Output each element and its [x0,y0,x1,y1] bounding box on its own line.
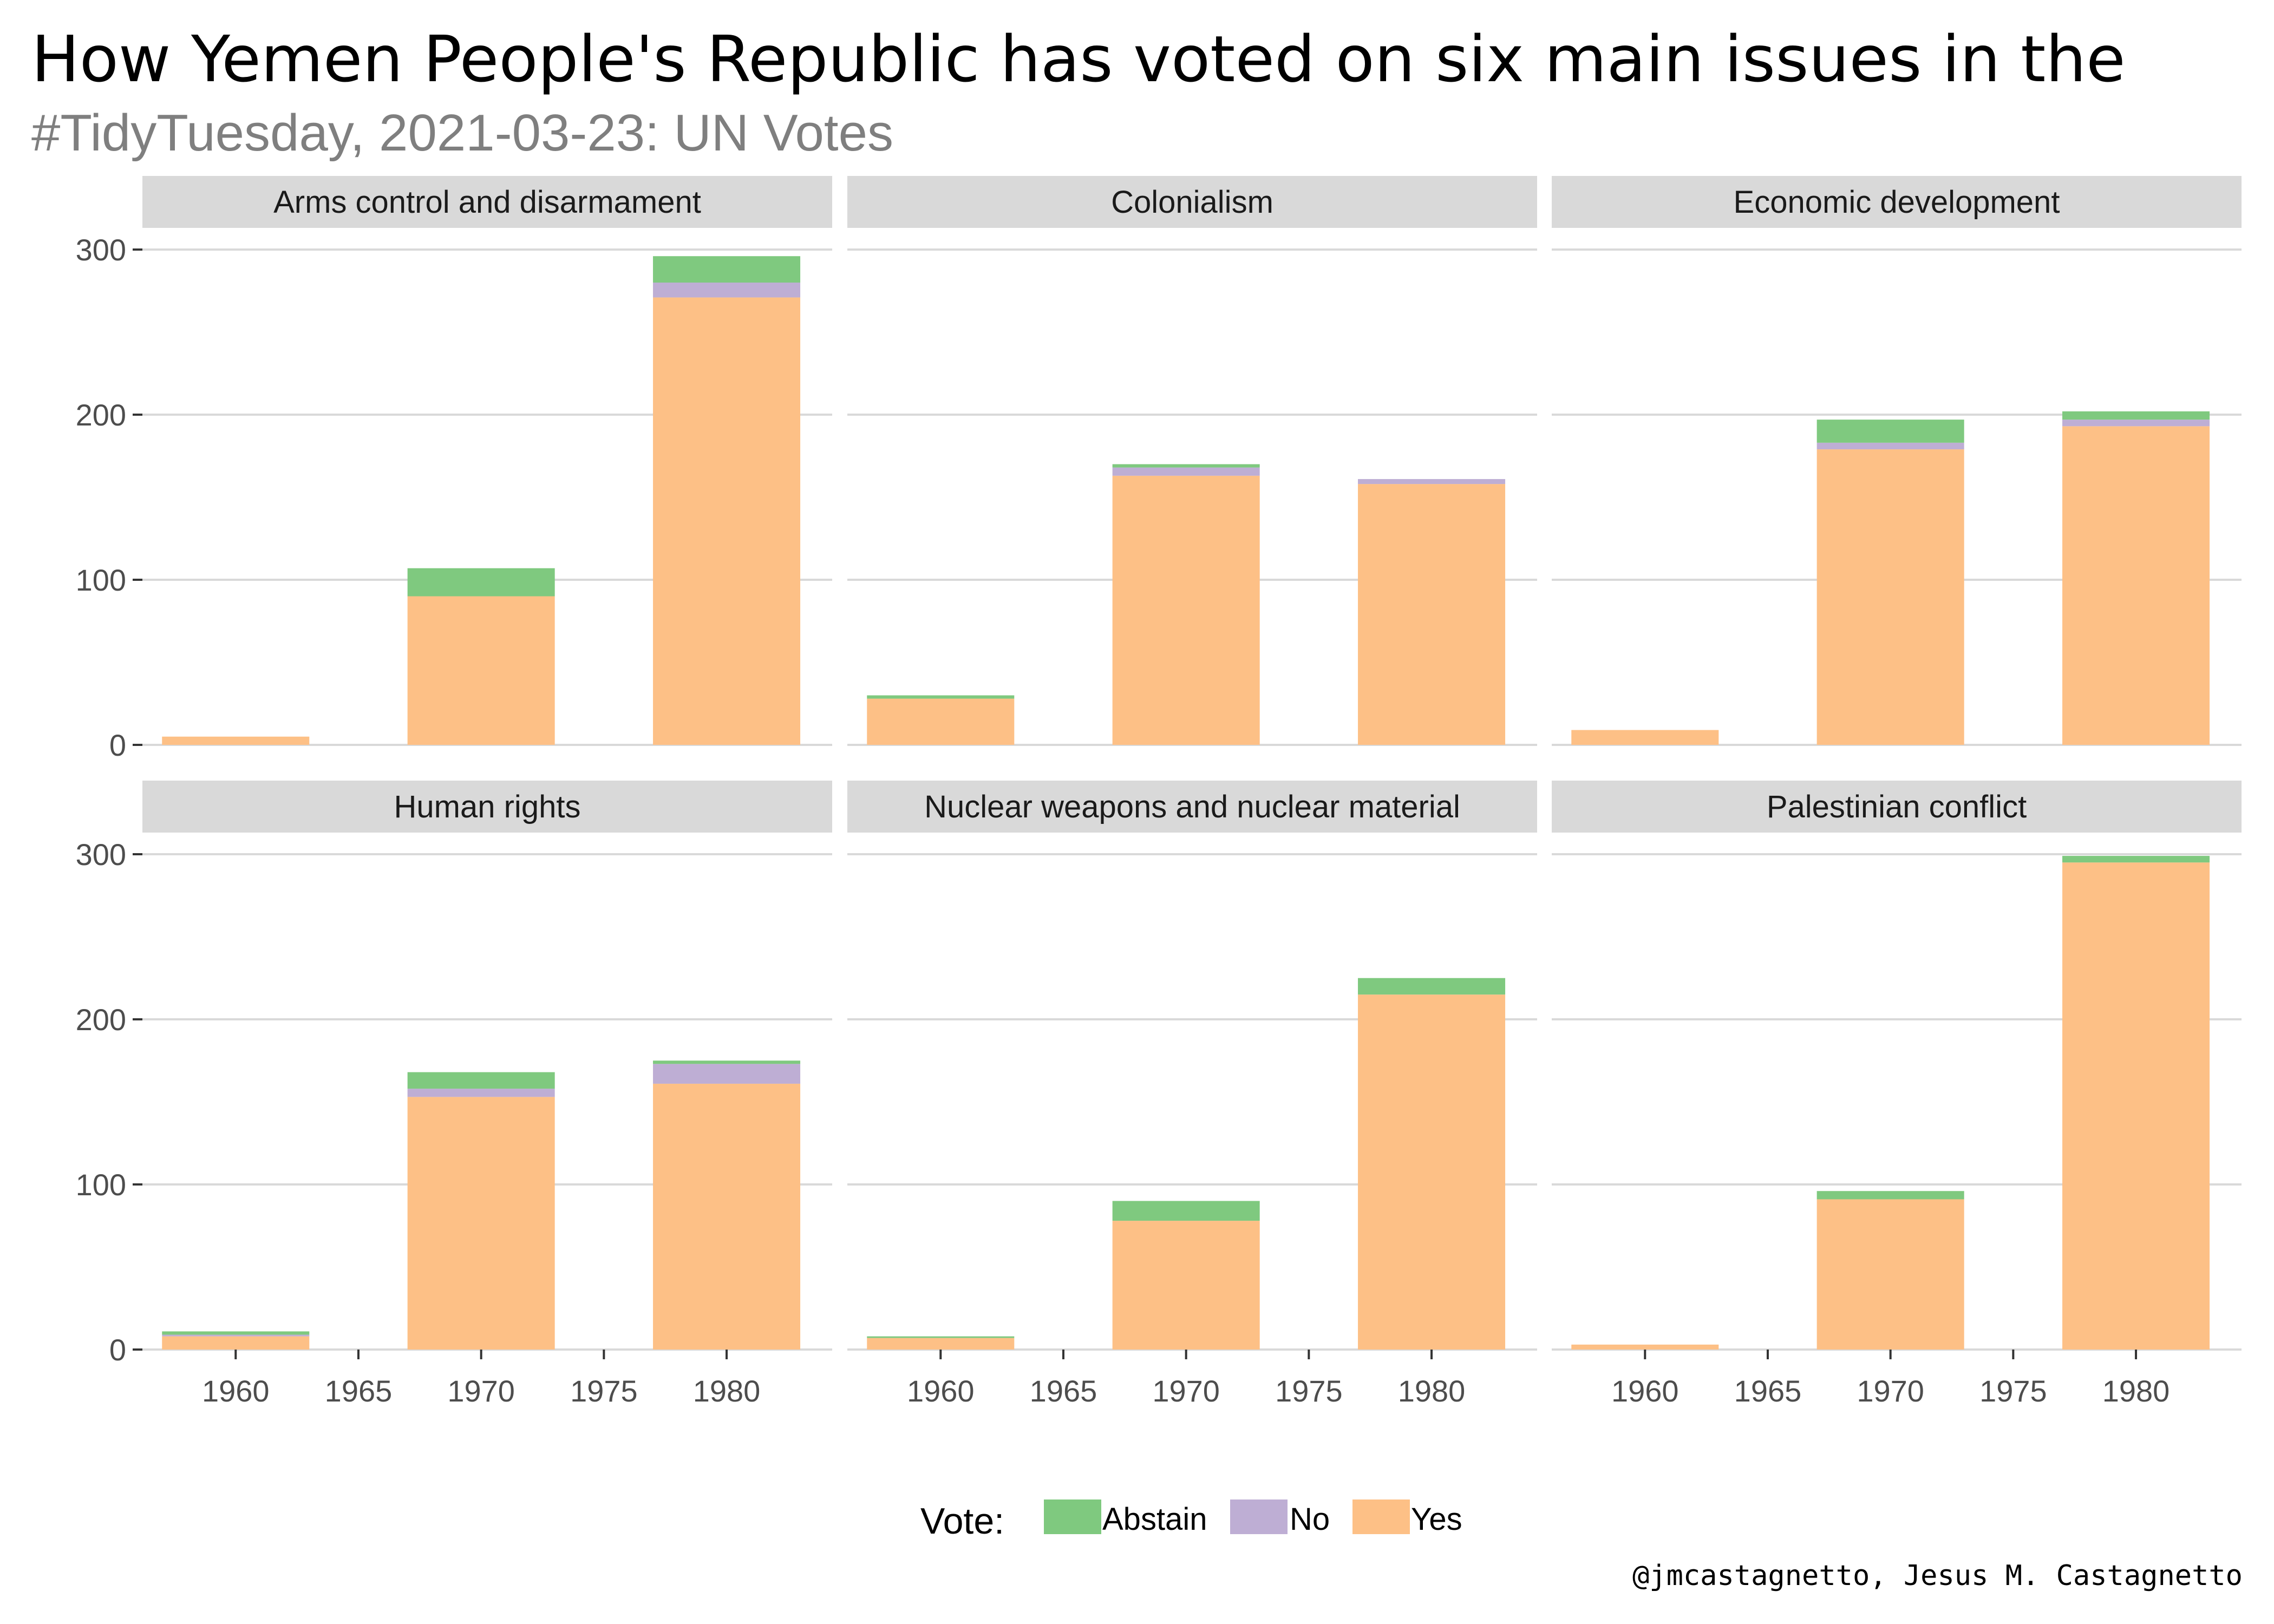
facet-strip-label: Palestinian conflict [1767,789,2027,824]
legend-label-yes: Yes [1411,1502,1462,1537]
bar-1960-abstain [867,1336,1015,1338]
x-tick-label: 1975 [1979,1374,2047,1408]
bar-1960-abstain [867,695,1015,699]
x-tick-label: 1965 [1734,1374,1802,1408]
panel-economic-development: Economic development [1552,176,2242,746]
x-tick-label: 1970 [1857,1374,1924,1408]
x-tick-label: 1980 [2102,1374,2170,1408]
y-tick-label: 300 [76,837,126,872]
bar-1980-yes [2062,426,2210,745]
bar-1960-yes [1571,730,1719,745]
y-tick-label: 200 [76,1003,126,1037]
bar-1980-abstain [653,256,801,283]
legend-swatch-abstain [1044,1499,1101,1534]
bar-1980-no [2062,420,2210,427]
facet-strip [142,176,832,228]
chart-title: How Yemen People's Republic has voted on… [31,22,2126,96]
bar-1960-yes [867,1338,1015,1350]
bar-1980-no [653,283,801,298]
panel-arms-control-and-disarmament: Arms control and disarmament 0 100 200 300 [76,176,832,762]
facet-strip-label: Nuclear weapons and nuclear material [924,789,1460,824]
panel-palestinian-conflict: Palestinian conflict 1960 1965 1970 1975 1980 [1552,781,2242,1408]
facet-strip-label: Colonialism [1111,185,1273,220]
x-tick-label: 1965 [325,1374,393,1408]
y-tick-label: 0 [109,1333,126,1367]
bar-1980-abstain [2062,856,2210,863]
x-tick-label: 1960 [1611,1374,1679,1408]
bar-1970-no [1816,442,1964,450]
bar-1970-abstain [1816,1191,1964,1200]
facet-strip [1552,781,2242,833]
panel-colonialism: Colonialism [847,176,1537,746]
bar-1970-yes [1112,1221,1260,1350]
panel-human-rights: Human rights 0 100 200 300 1960 1965 1970 1975 19… [76,781,832,1408]
bar-1970-abstain [1112,1201,1260,1221]
facet-strip [847,176,1537,228]
legend-title: Vote: [920,1501,1004,1542]
x-tick-label: 1965 [1030,1374,1097,1408]
bar-1980-no [653,1064,801,1084]
panel-nuclear-weapons-and-nuclear-material: Nuclear weapons and nuclear material 1960… [847,781,1537,1408]
x-tick-label: 1960 [907,1374,975,1408]
x-tick-label: 1975 [570,1374,638,1408]
bar-1980-yes [653,1083,801,1350]
x-tick-label: 1975 [1275,1374,1343,1408]
bar-1970-abstain [407,1072,555,1089]
legend-label-no: No [1290,1502,1330,1537]
x-tick-label: 1980 [1398,1374,1466,1408]
bar-1980-yes [1358,994,1506,1350]
x-tick-label: 1970 [1152,1374,1220,1408]
bar-1980-no [1358,479,1506,484]
bar-1970-no [407,1089,555,1097]
bar-1970-yes [1816,1199,1964,1350]
x-tick-label: 1970 [447,1374,515,1408]
bar-1980-yes [1358,484,1506,745]
y-tick-label: 100 [76,563,126,597]
x-tick-label: 1980 [693,1374,761,1408]
x-tick-label: 1960 [202,1374,270,1408]
bar-1960-abstain [162,1331,310,1335]
facet-panels: Arms control and disarmament 0 100 200 300 Co… [76,176,2242,1408]
bar-1970-abstain [407,568,555,597]
bar-1960-yes [162,1336,310,1350]
legend-swatch-yes [1352,1499,1410,1534]
bar-1970-no [1112,467,1260,476]
facet-strip-label: Human rights [394,789,581,824]
facet-strip-label: Arms control and disarmament [273,185,701,220]
bar-1960-yes [1571,1344,1719,1350]
bar-1970-abstain [1112,464,1260,468]
legend: Vote: Abstain No Yes [920,1499,1462,1542]
bar-1980-yes [653,297,801,745]
bar-1960-no [162,1334,310,1337]
bar-1980-abstain [2062,411,2210,420]
y-tick-label: 100 [76,1168,126,1202]
chart-subtitle: #TidyTuesday, 2021-03-23: UN Votes [31,104,893,162]
bar-1980-abstain [1358,978,1506,995]
bar-1970-yes [1816,449,1964,745]
facet-strip [847,781,1537,833]
bar-1970-abstain [1816,420,1964,443]
y-tick-label: 200 [76,398,126,432]
bar-1960-yes [867,698,1015,745]
y-tick-label: 0 [109,728,126,762]
legend-swatch-no [1230,1499,1288,1534]
legend-label-abstain: Abstain [1102,1502,1207,1537]
bar-1980-abstain [653,1060,801,1064]
facet-strip [142,781,832,833]
bar-1960-yes [162,736,310,745]
facet-strip [1552,176,2242,228]
chart-caption: @jmcastagnetto, Jesus M. Castagnetto [1632,1560,2243,1592]
bar-1970-yes [1112,475,1260,745]
y-tick-label: 300 [76,233,126,267]
facet-strip-label: Economic development [1734,185,2060,220]
bar-1970-yes [407,1097,555,1350]
bar-1980-yes [2062,862,2210,1350]
bar-1970-yes [407,596,555,745]
